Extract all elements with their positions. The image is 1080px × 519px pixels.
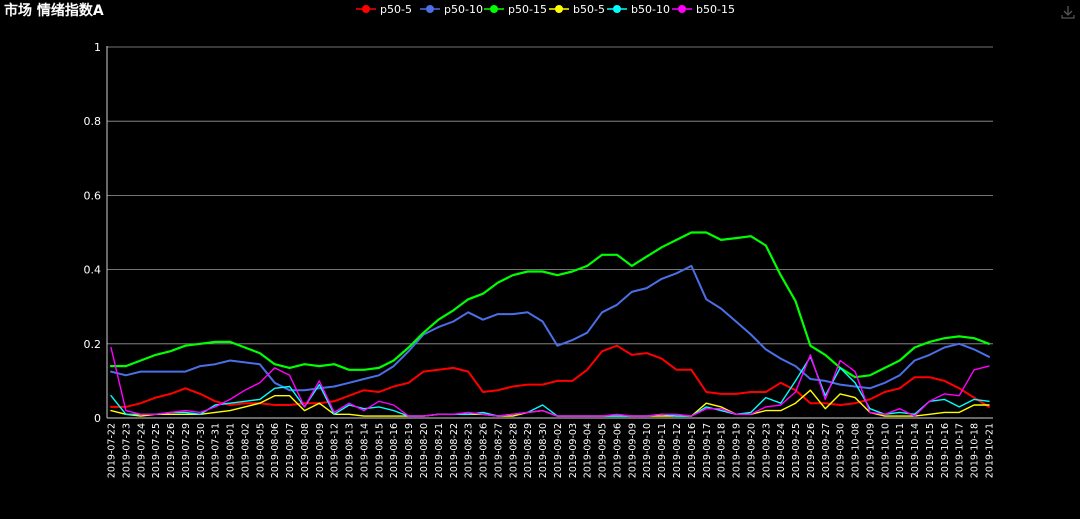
x-tick-label: 2019-08-26 — [479, 423, 490, 478]
x-tick-label: 2019-09-18 — [717, 423, 728, 478]
legend-swatch-dot — [490, 5, 498, 13]
y-tick-label: 0.8 — [84, 115, 102, 128]
legend-item-p50-10[interactable]: p50-10 — [420, 3, 483, 16]
x-tick-label: 2019-08-09 — [315, 423, 326, 478]
x-tick-label: 2019-09-17 — [702, 423, 713, 478]
x-tick-label: 2019-10-17 — [955, 423, 966, 478]
x-tick-label: 2019-07-22 — [107, 423, 118, 478]
x-tick-label: 2019-08-27 — [493, 423, 504, 478]
x-tick-label: 2019-09-06 — [612, 423, 623, 478]
legend-item-b50-5[interactable]: b50-5 — [549, 3, 605, 16]
x-tick-label: 2019-08-28 — [508, 423, 519, 478]
x-tick-label: 2019-07-23 — [121, 423, 132, 478]
legend-item-b50-10[interactable]: b50-10 — [607, 3, 670, 16]
legend-item-p50-15[interactable]: p50-15 — [484, 3, 547, 16]
y-tick-label: 0.6 — [84, 189, 102, 202]
series-line-b50-15[interactable] — [110, 346, 990, 417]
x-tick-label: 2019-09-11 — [657, 423, 668, 478]
x-tick-label: 2019-08-30 — [538, 423, 549, 478]
x-tick-label: 2019-08-12 — [330, 423, 341, 478]
y-tick-label: 0 — [94, 412, 101, 425]
x-tick-label: 2019-09-26 — [806, 423, 817, 478]
x-tick-label: 2019-08-14 — [359, 423, 370, 478]
x-tick-label: 2019-09-19 — [732, 423, 743, 478]
x-axis-ticks: 2019-07-22 2019-07-23 2019-07-24 2019-07-25… — [107, 423, 996, 478]
x-tick-label: 2019-09-05 — [598, 423, 609, 478]
series-lines[interactable] — [109, 231, 991, 417]
x-tick-label: 2019-07-30 — [196, 423, 207, 478]
x-tick-label: 2019-09-24 — [776, 423, 787, 478]
x-tick-label: 2019-07-25 — [151, 423, 162, 478]
series-line-p50-15[interactable] — [109, 231, 991, 379]
x-tick-label: 2019-08-23 — [464, 423, 475, 478]
x-tick-label: 2019-08-29 — [523, 423, 534, 478]
series-line-b50-10[interactable] — [110, 356, 990, 417]
x-tick-label: 2019-09-20 — [746, 423, 757, 478]
y-tick-label: 0.4 — [84, 264, 102, 277]
legend-swatch-dot — [678, 5, 686, 13]
x-tick-label: 2019-10-11 — [895, 423, 906, 478]
x-tick-label: 2019-10-14 — [910, 423, 921, 478]
x-tick-label: 2019-09-10 — [642, 423, 653, 478]
x-tick-label: 2019-07-24 — [136, 423, 147, 478]
x-tick-label: 2019-08-06 — [270, 423, 281, 478]
x-tick-label: 2019-08-08 — [300, 423, 311, 478]
axes — [106, 46, 993, 419]
download-icon[interactable] — [1061, 6, 1075, 19]
x-tick-label: 2019-09-02 — [553, 423, 564, 478]
legend-label: p50-10 — [444, 3, 483, 16]
x-tick-label: 2019-08-07 — [285, 423, 296, 478]
legend[interactable]: p50-5 p50-10 p50-15 b50-5 b50-10 b50-15 — [356, 3, 735, 16]
gridlines — [107, 46, 993, 345]
legend-label: p50-5 — [380, 3, 412, 16]
legend-swatch-dot — [613, 5, 621, 13]
legend-item-p50-5[interactable]: p50-5 — [356, 3, 412, 16]
legend-label: b50-15 — [696, 3, 735, 16]
x-tick-label: 2019-08-16 — [389, 423, 400, 478]
y-tick-label: 1 — [94, 41, 101, 54]
x-tick-label: 2019-10-21 — [985, 423, 996, 478]
legend-label: p50-15 — [508, 3, 547, 16]
x-tick-label: 2019-08-05 — [255, 423, 266, 478]
x-tick-label: 2019-09-12 — [672, 423, 683, 478]
x-tick-label: 2019-09-09 — [627, 423, 638, 478]
legend-swatch-dot — [555, 5, 563, 13]
x-tick-label: 2019-07-31 — [211, 423, 222, 478]
legend-label: b50-10 — [631, 3, 670, 16]
x-tick-label: 2019-09-25 — [791, 423, 802, 478]
x-tick-label: 2019-08-15 — [374, 423, 385, 478]
x-tick-label: 2019-10-16 — [940, 423, 951, 478]
y-axis-ticks: 0 0.2 0.4 0.6 0.8 1 — [84, 41, 102, 425]
x-tick-label: 2019-07-29 — [181, 423, 192, 478]
x-tick-label: 2019-09-16 — [687, 423, 698, 478]
x-tick-label: 2019-08-22 — [449, 423, 460, 478]
x-tick-label: 2019-09-30 — [836, 423, 847, 478]
x-tick-label: 2019-10-08 — [851, 423, 862, 478]
x-tick-label: 2019-09-23 — [761, 423, 772, 478]
series-line-p50-10[interactable] — [110, 264, 990, 392]
x-tick-label: 2019-10-10 — [880, 423, 891, 478]
x-tick-label: 2019-08-20 — [419, 423, 430, 478]
x-tick-label: 2019-10-09 — [865, 423, 876, 478]
x-tick-label: 2019-08-13 — [345, 423, 356, 478]
x-tick-label: 2019-08-02 — [240, 423, 251, 478]
x-tick-label: 2019-09-27 — [821, 423, 832, 478]
legend-label: b50-5 — [573, 3, 605, 16]
legend-item-b50-15[interactable]: b50-15 — [672, 3, 735, 16]
x-tick-label: 2019-09-04 — [583, 423, 594, 478]
legend-swatch-dot — [362, 5, 370, 13]
legend-swatch-dot — [426, 5, 434, 13]
x-tick-label: 2019-08-19 — [404, 423, 415, 478]
y-tick-label: 0.2 — [84, 338, 102, 351]
x-tick-label: 2019-10-15 — [925, 423, 936, 478]
x-tick-label: 2019-09-03 — [568, 423, 579, 478]
x-tick-label: 2019-08-21 — [434, 423, 445, 478]
x-tick-label: 2019-08-01 — [226, 423, 237, 478]
x-tick-label: 2019-10-18 — [970, 423, 981, 478]
x-tick-label: 2019-07-26 — [166, 423, 177, 478]
chart-title: 市场 情绪指数A — [4, 2, 104, 19]
